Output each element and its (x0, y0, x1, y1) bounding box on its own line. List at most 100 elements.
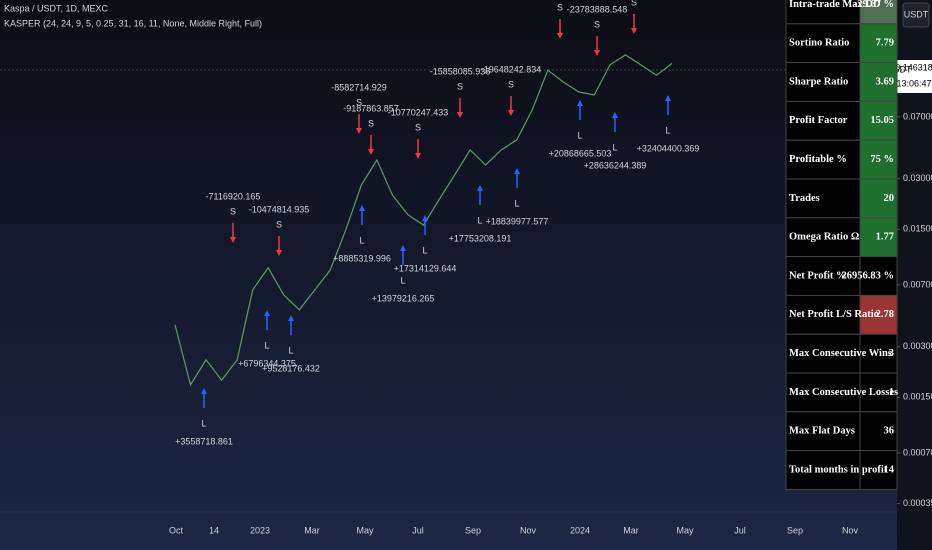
signal-side: S (594, 19, 600, 29)
x-tick-label: Nov (842, 525, 859, 535)
row-value: 3 (889, 348, 894, 359)
x-tick-label: Nov (520, 525, 537, 535)
x-tick-label: Jul (412, 525, 424, 535)
currency-button[interactable] (902, 2, 930, 28)
signal-side: S (368, 118, 374, 128)
row-label: Max Consecutive Losses (789, 387, 898, 398)
signal-side: S (415, 122, 421, 132)
signal-arrow-head (288, 315, 294, 321)
last-price-box (897, 60, 932, 93)
signal-pnl: +8885319.996 (333, 253, 391, 263)
signal-arrow-head (230, 237, 236, 243)
value-cell (859, 178, 898, 219)
x-tick-label: Sep (465, 525, 481, 535)
signal-arrow-head (514, 168, 520, 174)
value-cell (859, 372, 898, 413)
signal-arrow-head (415, 153, 421, 159)
y-tick-label: 0.000350 (903, 498, 932, 508)
signal-pnl: +28636244.389 (584, 160, 647, 170)
x-tick-label: Mar (304, 525, 320, 535)
signal-pnl: +13979216.265 (372, 293, 435, 303)
signal-side: L (665, 125, 670, 135)
signal-side: L (201, 418, 206, 428)
row-label: Trades (789, 193, 820, 204)
signal-pnl: -10474814.935 (249, 204, 310, 214)
row-label: Total months in profit (789, 464, 888, 475)
signal-arrow-head (557, 33, 563, 39)
row-label: Net Profit L/S Ratio (789, 309, 879, 320)
signal-side: L (477, 215, 482, 225)
signal-arrow-head (457, 112, 463, 118)
row-value: 26956.83 % (842, 270, 895, 281)
signal-arrow-head (665, 95, 671, 101)
row-label: Omega Ratio Ω (789, 232, 859, 243)
signal-arrow-head (508, 110, 514, 116)
value-cell (859, 100, 898, 141)
signal-arrow-head (594, 50, 600, 56)
value-cell (859, 411, 898, 452)
x-tick-label: Sep (787, 525, 803, 535)
row-value: 15.05 (870, 115, 894, 126)
row-label: Sharpe Ratio (789, 76, 848, 87)
signal-arrow-head (577, 100, 583, 106)
signal-side: S (230, 206, 236, 216)
row-label: Sortino Ratio (789, 38, 849, 49)
signal-arrow-head (356, 128, 362, 134)
y-tick-label: 0.070000 (903, 111, 932, 121)
signal-side: L (612, 142, 617, 152)
signal-side: S (457, 81, 463, 91)
signal-arrow-head (368, 149, 374, 155)
signal-side: S (356, 97, 362, 107)
value-cell (859, 23, 898, 64)
x-tick-label: 2023 (250, 525, 270, 535)
stats-table: Intra-trade Max DD-29.67 % Sortino Ratio 7… (785, 0, 898, 490)
signal-side: S (557, 2, 563, 12)
signal-pnl: +17753208.191 (449, 233, 512, 243)
y-tick-label: 0.007000 (903, 279, 932, 289)
label-cell (785, 100, 861, 141)
signal-side: L (514, 198, 519, 208)
row-value: -29.67 % (854, 0, 894, 10)
label-cell (785, 139, 861, 180)
x-tick-label: Jul (734, 525, 746, 535)
x-tick-label: Oct (169, 525, 184, 535)
signal-arrow-head (276, 250, 282, 256)
label-cell (785, 294, 861, 335)
value-cell (859, 139, 898, 180)
row-value: 1.77 (876, 232, 894, 243)
signal-side: L (577, 130, 582, 140)
value-cell (859, 256, 898, 296)
row-value: 20 (884, 193, 895, 204)
row-value: 36 (884, 426, 895, 437)
row-label: Profitable % (789, 154, 847, 165)
signal-pnl: -9187863.857 (343, 103, 399, 113)
row-value: 7.79 (876, 38, 894, 49)
signal-side: S (631, 0, 637, 7)
symbol-title: Kaspa / USDT, 1D, MEXC (4, 3, 109, 13)
row-value: 14 (884, 464, 895, 475)
signal-arrow-head (201, 388, 207, 394)
y-tick-label: 0.030000 (903, 173, 932, 183)
y-tick-label: 0.000700 (903, 447, 932, 457)
y-tick-label: 0.001500 (903, 392, 932, 402)
signal-side: L (288, 345, 293, 355)
bar-countdown: 13:06:47 (896, 78, 931, 88)
signal-pnl: -10770247.433 (388, 107, 449, 117)
signal-pnl: +3558718.861 (175, 436, 233, 446)
row-label: Max Consecutive Wins (789, 348, 892, 359)
y-tick-label: 0.003000 (903, 341, 932, 351)
value-cell (859, 333, 898, 374)
signal-pnl: +32404400.369 (637, 143, 700, 153)
signal-arrow-head (612, 112, 618, 118)
signal-pnl: -19648242.834 (481, 64, 542, 74)
y-tick-label: 0.015000 (903, 224, 932, 234)
signal-pnl: +18839977.577 (486, 216, 549, 226)
signal-side: S (276, 219, 282, 229)
indicator-label: KASPER (24, 24, 9, 5, 0.25, 31, 16, 11, … (4, 18, 262, 28)
x-tick-label: Mar (623, 525, 639, 535)
last-price: 0.146318 (895, 62, 932, 72)
signal-arrow-head (359, 205, 365, 211)
signal-pnl: +6796344.375 (238, 358, 296, 368)
